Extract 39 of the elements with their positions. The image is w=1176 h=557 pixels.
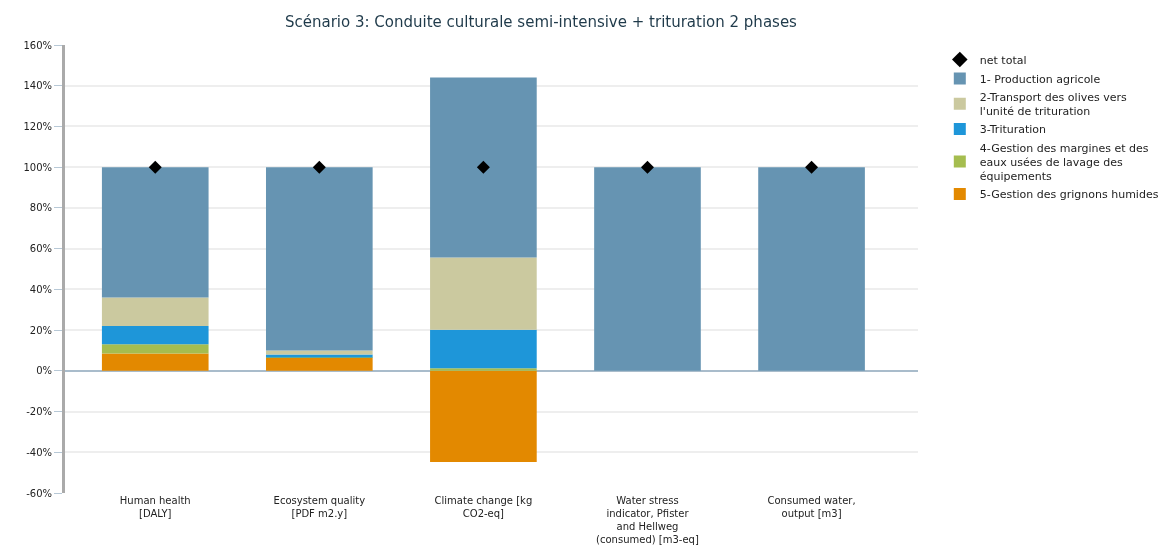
bar bbox=[101, 344, 209, 354]
bar bbox=[101, 326, 209, 345]
legend-label: 3-Trituration bbox=[979, 123, 1047, 137]
y-tick-label: -60% bbox=[26, 487, 52, 499]
x-tick-label: Ecosystem quality [PDF m2.y] bbox=[273, 495, 366, 519]
y-tick-label: 40% bbox=[29, 283, 52, 295]
bar bbox=[101, 353, 209, 371]
legend-label: net total bbox=[979, 53, 1027, 67]
y-tick-label: -40% bbox=[26, 446, 52, 458]
bar bbox=[265, 357, 373, 371]
legend-label: 5-Gestion des grignons humides bbox=[979, 188, 1159, 202]
legend-label: 4-Gestion des margines et des eaux usées de lavage des équipements bbox=[979, 141, 1149, 184]
y-tick-label: 140% bbox=[23, 80, 52, 92]
y-tick-label: 20% bbox=[29, 324, 52, 336]
bar bbox=[265, 350, 373, 355]
bar bbox=[430, 77, 537, 258]
bar bbox=[430, 370, 537, 463]
x-tick-label: Climate change [kg CO2-eq] bbox=[434, 495, 533, 519]
bar bbox=[430, 257, 537, 330]
y-tick-label: 80% bbox=[29, 202, 52, 214]
legend-label: 2-Transport des olives vers l'unité de trituration bbox=[979, 90, 1127, 119]
bar bbox=[265, 167, 373, 351]
y-tick-label: 60% bbox=[29, 243, 52, 255]
bar bbox=[430, 329, 537, 369]
bar bbox=[101, 167, 209, 298]
y-tick-label: 0% bbox=[36, 365, 52, 377]
y-tick-label: 100% bbox=[23, 161, 52, 173]
bar bbox=[101, 297, 209, 327]
bar bbox=[594, 167, 701, 371]
y-tick-label: 120% bbox=[23, 120, 52, 132]
bar bbox=[430, 368, 537, 371]
legend-label: 1- Production agricole bbox=[979, 72, 1101, 86]
x-tick-label: Human health [DALY] bbox=[119, 495, 191, 519]
y-tick-label: -20% bbox=[26, 406, 52, 418]
x-tick-label: Water stress indicator, Pfister and Hellweg (consumed) [m3-eq] bbox=[596, 495, 699, 545]
x-tick-label: Consumed water, output [m3] bbox=[767, 495, 856, 519]
y-tick-label: 160% bbox=[23, 39, 52, 51]
bar bbox=[758, 167, 865, 371]
chart-title: Scénario 3: Conduite culturale semi-intensive + trituration 2 phases bbox=[284, 13, 798, 32]
